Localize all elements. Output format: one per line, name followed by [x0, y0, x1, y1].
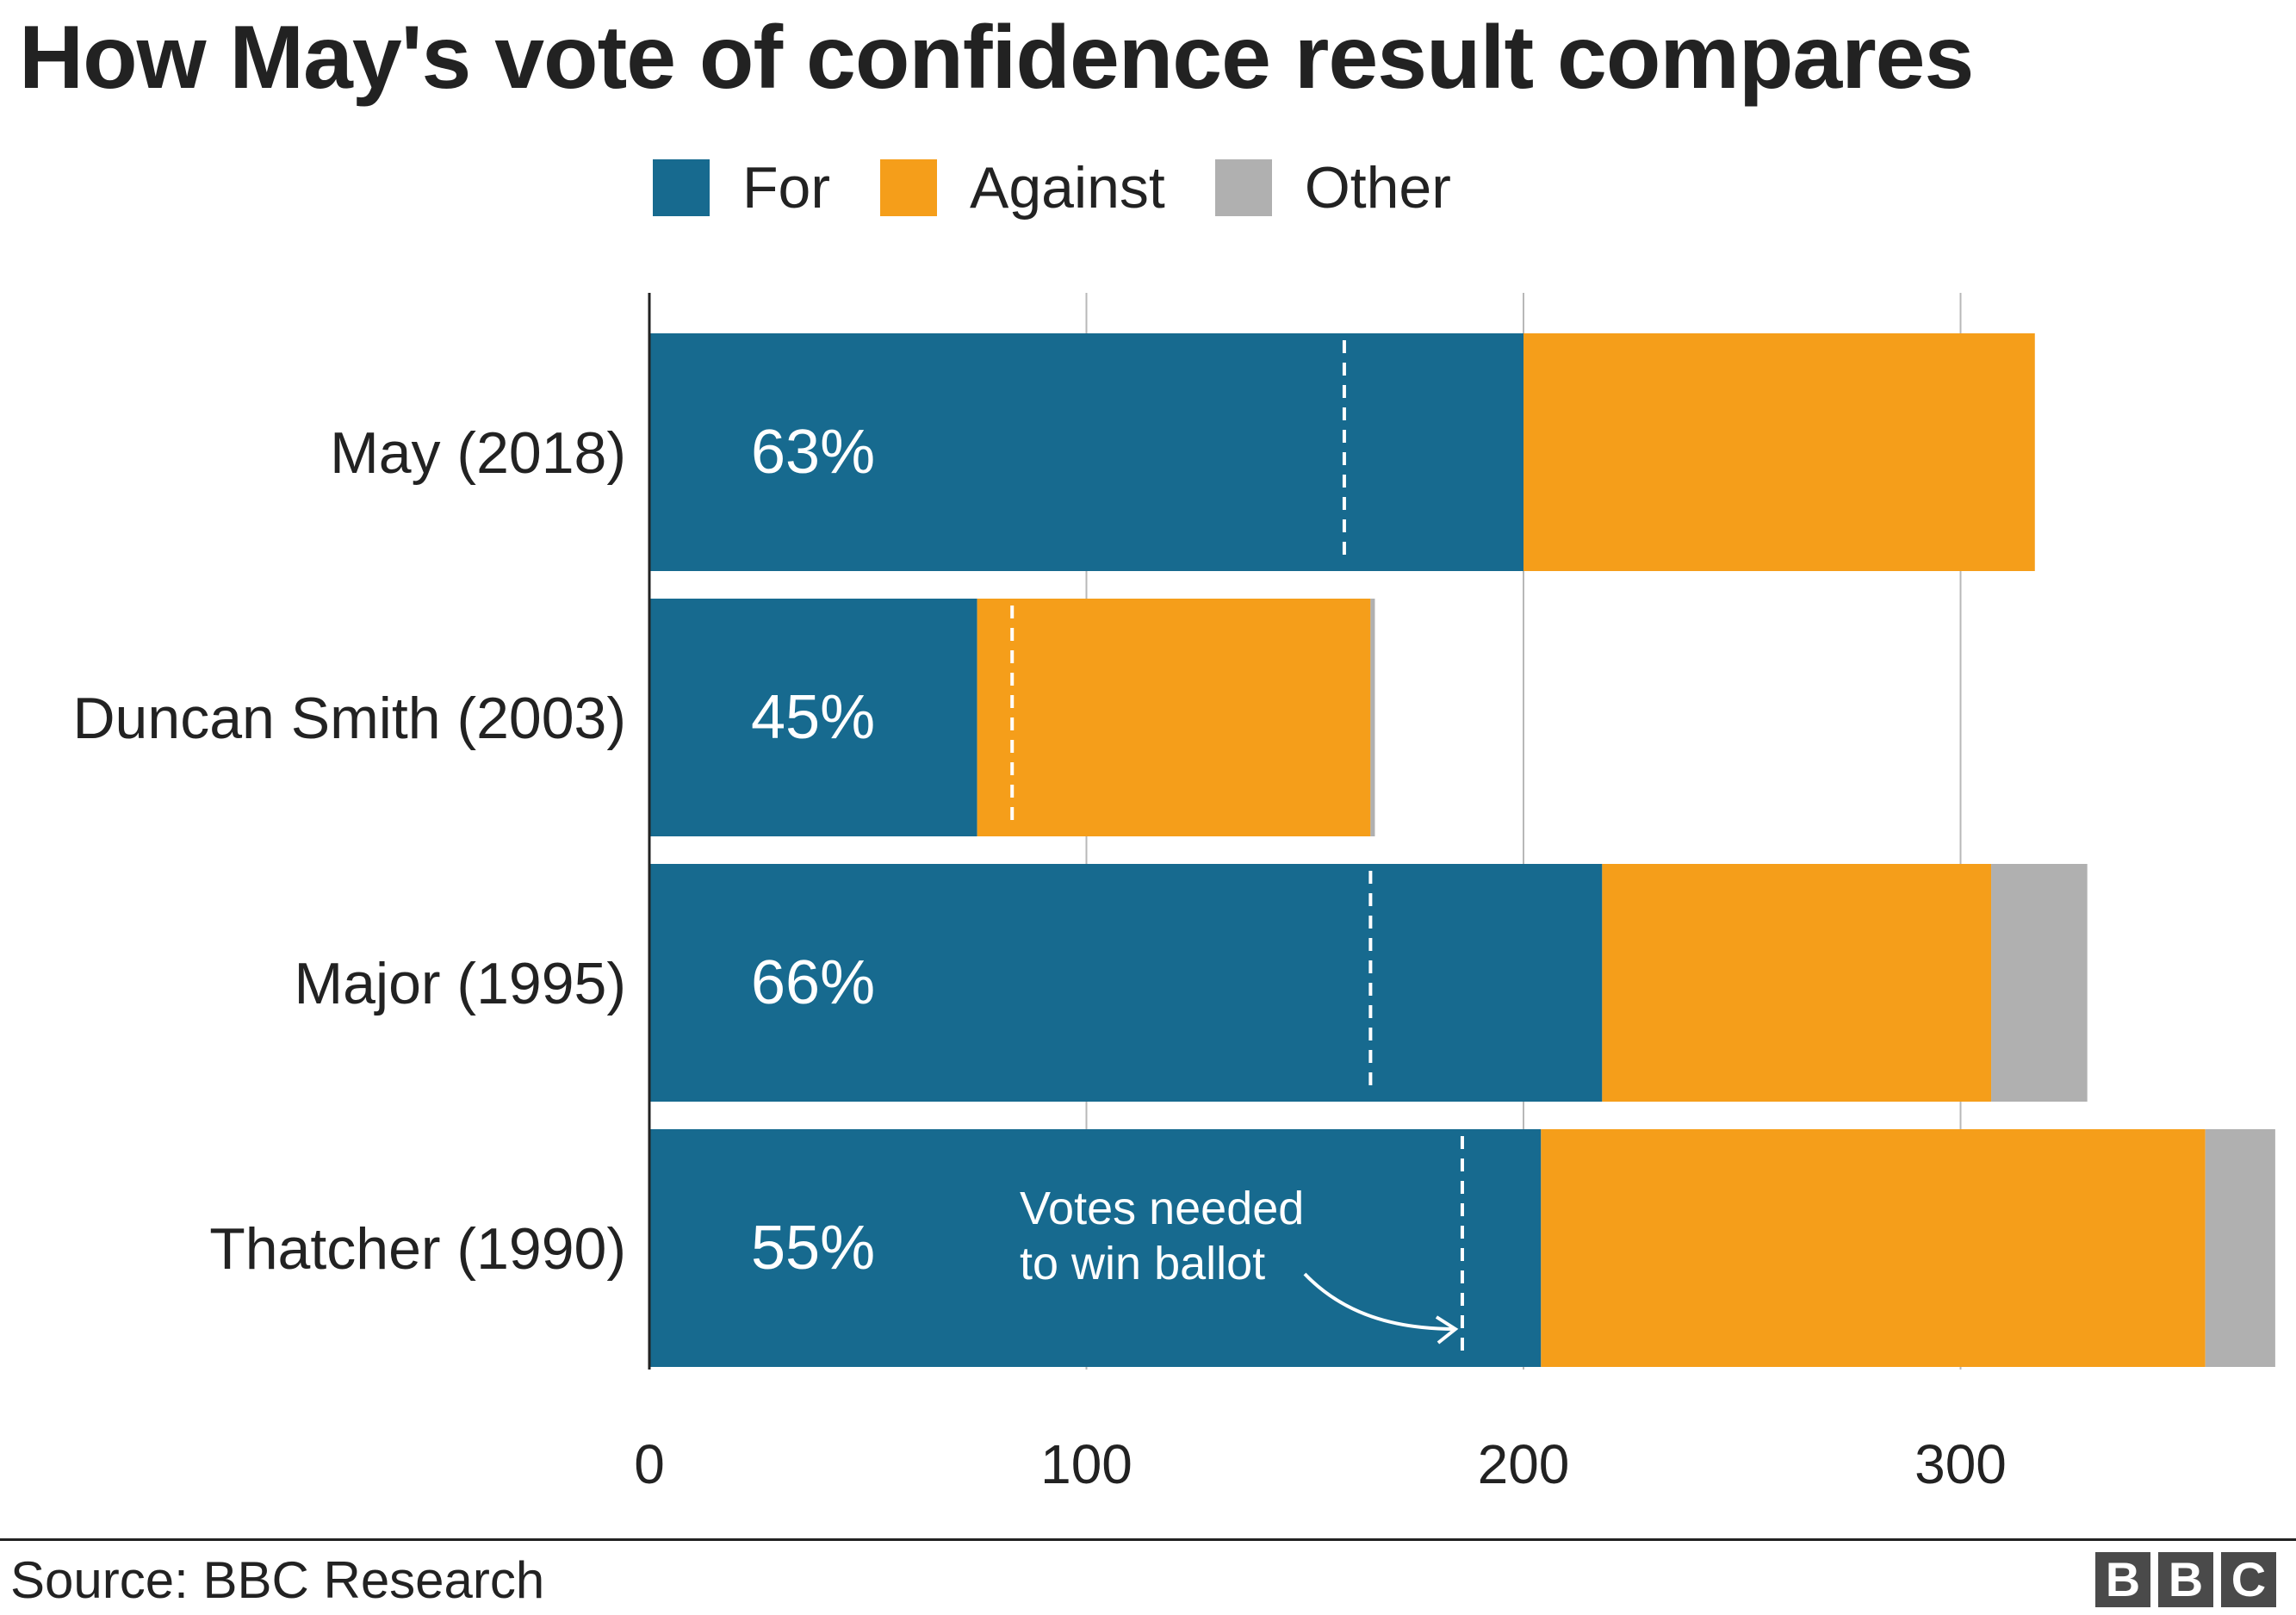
category-label-thatcher-1990: Thatcher (1990) — [209, 1216, 626, 1282]
chart-title: How May's vote of confidence result comp… — [19, 8, 1974, 108]
chart-legend: For Against Other — [653, 155, 1501, 221]
bar-for-duncan-smith-2003 — [649, 599, 977, 836]
percent-label-duncan-smith-2003: 45% — [751, 683, 875, 752]
logo-letter-c: C — [2221, 1552, 2276, 1607]
legend-item-against: Against — [880, 154, 1165, 221]
bar-other-duncan-smith-2003 — [1370, 599, 1375, 836]
legend-label-against: Against — [970, 155, 1165, 221]
bar-for-major-1995 — [649, 864, 1603, 1102]
votes-needed-markers — [1010, 340, 1464, 1360]
x-tick-label-0: 0 — [634, 1433, 665, 1495]
bbc-logo: B B C — [2088, 1552, 2276, 1607]
x-tick-label-200: 200 — [1478, 1433, 1570, 1495]
category-label-may-2018: May (2018) — [330, 420, 626, 486]
bar-for-may-2018 — [649, 333, 1523, 571]
bars — [649, 333, 2275, 1367]
legend-label-other: Other — [1304, 155, 1451, 221]
bar-for-thatcher-1990 — [649, 1129, 1542, 1367]
x-axis-tick-labels: 0 100 200 300 — [634, 1433, 2007, 1495]
legend-swatch-for — [653, 159, 710, 216]
footer-divider — [0, 1538, 2296, 1541]
bar-against-major-1995 — [1602, 864, 1992, 1102]
percent-label-major-1995: 66% — [751, 948, 875, 1017]
category-label-duncan-smith-2003: Duncan Smith (2003) — [72, 686, 626, 751]
x-tick-label-300: 300 — [1914, 1433, 2007, 1495]
category-label-major-1995: Major (1995) — [295, 951, 627, 1016]
category-labels: May (2018) Duncan Smith (2003) Major (1995… — [72, 420, 626, 1282]
bar-other-major-1995 — [1991, 864, 2088, 1102]
x-tick-label-100: 100 — [1040, 1433, 1132, 1495]
annotation-arrow — [1303, 1272, 1455, 1331]
bar-against-thatcher-1990 — [1541, 1129, 2206, 1367]
bar-against-duncan-smith-2003 — [977, 599, 1371, 836]
legend-swatch-against — [880, 159, 937, 216]
legend-label-for: For — [742, 155, 830, 221]
annotation-arrowhead — [1435, 1315, 1459, 1345]
bar-against-may-2018 — [1523, 333, 2035, 571]
logo-letter-b2: B — [2158, 1552, 2213, 1607]
percent-label-may-2018: 63% — [751, 418, 875, 487]
annotation-text-line-1: Votes needed — [1020, 1183, 1304, 1234]
annotation-text-line-2: to win ballot — [1020, 1238, 1265, 1289]
percent-label-thatcher-1990: 55% — [751, 1214, 875, 1283]
percent-labels: 63% 45% 66% 55% — [751, 418, 875, 1283]
logo-letter-b1: B — [2095, 1552, 2150, 1607]
bar-other-thatcher-1990 — [2205, 1129, 2275, 1367]
legend-item-other: Other — [1214, 154, 1451, 221]
source-note: Source: BBC Research — [10, 1551, 545, 1609]
legend-swatch-other — [1214, 159, 1272, 216]
legend-item-for: For — [653, 154, 830, 221]
